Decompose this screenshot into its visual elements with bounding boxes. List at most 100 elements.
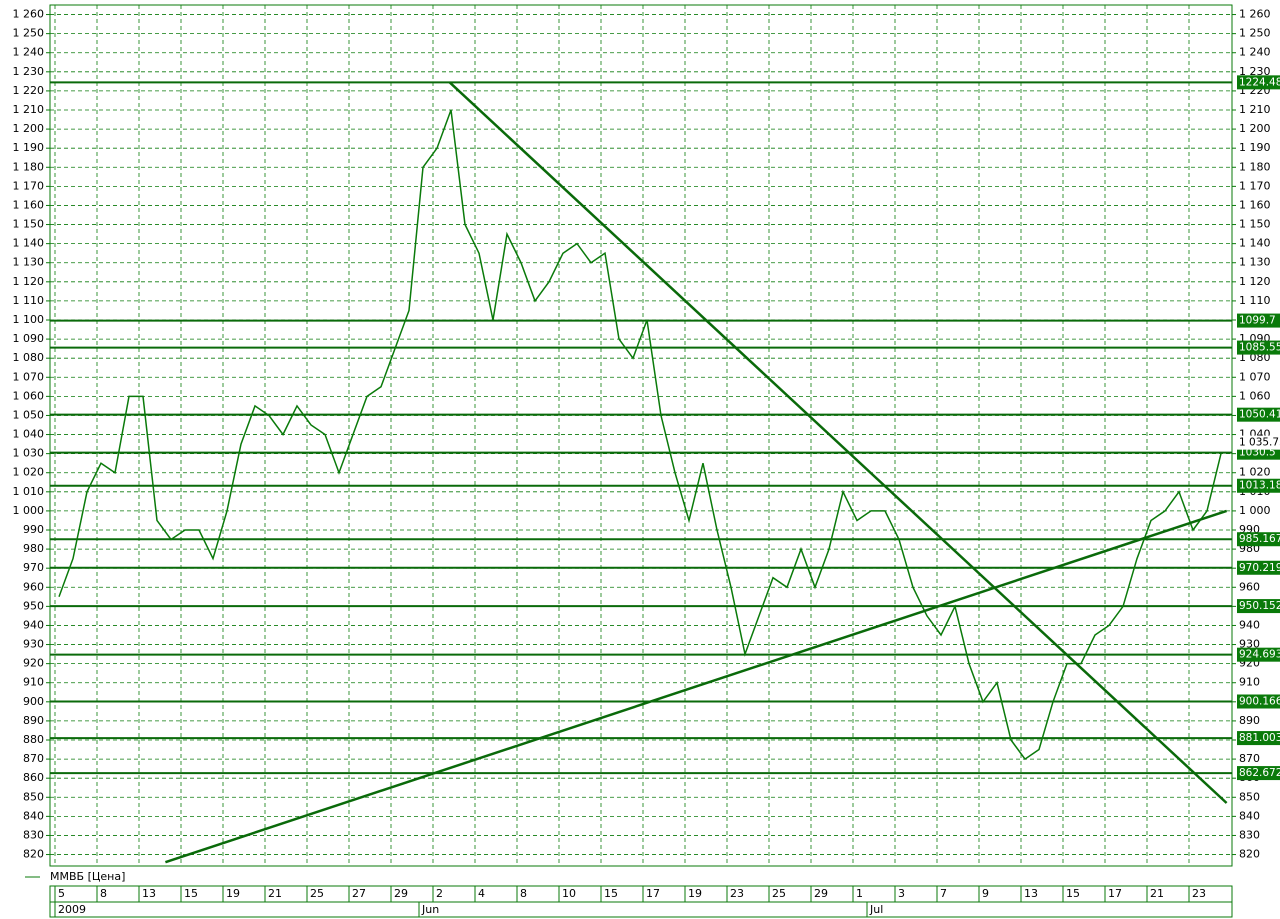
y-tick-label: 830 xyxy=(23,828,44,841)
y2-tick-label: 1 200 xyxy=(1239,122,1271,135)
y-tick-label: 850 xyxy=(23,790,44,803)
level-label: 1099.7 xyxy=(1239,315,1276,327)
y-tick-label: 860 xyxy=(23,771,44,784)
x-tick-label: 8 xyxy=(520,887,527,900)
x-tick-label: 15 xyxy=(1066,887,1080,900)
plot-frame xyxy=(49,4,1233,867)
level-label: 1030.5 xyxy=(1239,447,1276,459)
y-tick-label: 1 190 xyxy=(13,141,45,154)
trend-line xyxy=(165,509,1227,864)
y-tick-label: 1 020 xyxy=(13,466,45,479)
level-label-bg xyxy=(1237,313,1280,328)
x-tick-label: 19 xyxy=(688,887,702,900)
x-tick-label: 7 xyxy=(940,887,947,900)
y2-tick-label: 840 xyxy=(1239,809,1260,822)
level-label-bg xyxy=(1237,694,1280,709)
y2-tick-label: 1 020 xyxy=(1239,466,1271,479)
y-tick-label: 1 120 xyxy=(13,275,45,288)
y2-tick-label: 910 xyxy=(1239,676,1260,689)
x-tick-label: 25 xyxy=(310,887,324,900)
y2-tick-label: 1 130 xyxy=(1239,256,1271,269)
x-tick-label: 1 xyxy=(856,887,863,900)
y-tick-label: 1 100 xyxy=(13,313,45,326)
x-tick-label: 21 xyxy=(1150,887,1164,900)
x-tick-label: 23 xyxy=(1192,887,1206,900)
y-tick-label: 920 xyxy=(23,657,44,670)
y2-tick-label: 850 xyxy=(1239,790,1260,803)
y2-tick-label: 1 190 xyxy=(1239,141,1271,154)
x-tick-label: 5 xyxy=(58,887,65,900)
y-tick-label: 990 xyxy=(23,523,44,536)
y-tick-label: 1 250 xyxy=(13,27,45,40)
y-tick-label: 1 050 xyxy=(13,408,45,421)
y-tick-label: 940 xyxy=(23,618,44,631)
level-label-bg xyxy=(1237,532,1280,547)
y-tick-label: 1 240 xyxy=(13,46,45,59)
y-tick-label: 880 xyxy=(23,733,44,746)
y-tick-label: 1 110 xyxy=(13,294,45,307)
x-tick-label: 19 xyxy=(226,887,240,900)
x-tick-label: 15 xyxy=(184,887,198,900)
y2-tick-label: 1 160 xyxy=(1239,198,1271,211)
x-tick-label: 15 xyxy=(604,887,618,900)
y2-tick-label: 870 xyxy=(1239,752,1260,765)
y-tick-label: 950 xyxy=(23,599,44,612)
y2-tick-label: 1 120 xyxy=(1239,275,1271,288)
y-tick-label: 870 xyxy=(23,752,44,765)
x-tick-label: 8 xyxy=(100,887,107,900)
x-tick-label: 29 xyxy=(814,887,828,900)
y-tick-label: 1 070 xyxy=(13,370,45,383)
y2-tick-label: 1 110 xyxy=(1239,294,1271,307)
y2-tick-label: 1 230 xyxy=(1239,65,1271,78)
y2-tick-label: 1 000 xyxy=(1239,504,1271,517)
level-label-bg xyxy=(1237,766,1280,781)
y-tick-label: 1 150 xyxy=(13,218,45,231)
level-label: 970.219 xyxy=(1239,562,1280,574)
level-label: 985.167 xyxy=(1239,533,1280,545)
level-label-bg xyxy=(1237,560,1280,575)
y-tick-label: 970 xyxy=(23,561,44,574)
legend-label: ММВБ [Цена] xyxy=(50,870,125,883)
y-tick-label: 1 170 xyxy=(13,179,45,192)
level-label-bg xyxy=(1237,75,1280,90)
last-price-bg xyxy=(1237,435,1280,450)
level-label-bg xyxy=(1237,478,1280,493)
last-price-label: 1 035.75 xyxy=(1239,437,1280,449)
x-tick-label: 25 xyxy=(772,887,786,900)
y-tick-label: 1 210 xyxy=(13,103,45,116)
period-label: Jul xyxy=(869,903,883,916)
y-tick-label: 1 260 xyxy=(13,8,45,21)
y-tick-label: 1 200 xyxy=(13,122,45,135)
y-tick-label: 1 040 xyxy=(13,428,45,441)
price-line xyxy=(58,109,1222,761)
x-tick-label: 9 xyxy=(982,887,989,900)
y2-tick-label: 1 170 xyxy=(1239,179,1271,192)
x-tick-label: 13 xyxy=(1024,887,1038,900)
period-label: 2009 xyxy=(58,903,86,916)
y2-tick-label: 1 250 xyxy=(1239,27,1271,40)
x-tick-label: 2 xyxy=(436,887,443,900)
x-tick-label: 13 xyxy=(142,887,156,900)
level-label-bg xyxy=(1237,599,1280,614)
y-tick-label: 1 230 xyxy=(13,65,45,78)
y-tick-label: 1 060 xyxy=(13,389,45,402)
level-label: 1050.41 xyxy=(1239,409,1280,421)
y-tick-label: 1 030 xyxy=(13,447,45,460)
x-tick-label: 4 xyxy=(478,887,485,900)
y-tick-label: 900 xyxy=(23,695,44,708)
y-tick-label: 1 080 xyxy=(13,351,45,364)
level-label: 862.672 xyxy=(1239,767,1280,779)
y-tick-label: 840 xyxy=(23,809,44,822)
y-tick-label: 1 180 xyxy=(13,160,45,173)
y2-tick-label: 890 xyxy=(1239,714,1260,727)
level-label: 950.152 xyxy=(1239,600,1280,612)
level-label: 900.166 xyxy=(1239,696,1280,708)
level-label-bg xyxy=(1237,407,1280,422)
y-tick-label: 1 160 xyxy=(13,198,45,211)
y2-tick-label: 940 xyxy=(1239,618,1260,631)
level-label-bg xyxy=(1237,647,1280,662)
y-tick-label: 890 xyxy=(23,714,44,727)
level-label-bg xyxy=(1237,731,1280,746)
y-tick-label: 980 xyxy=(23,542,44,555)
x-tick-label: 17 xyxy=(1108,887,1122,900)
